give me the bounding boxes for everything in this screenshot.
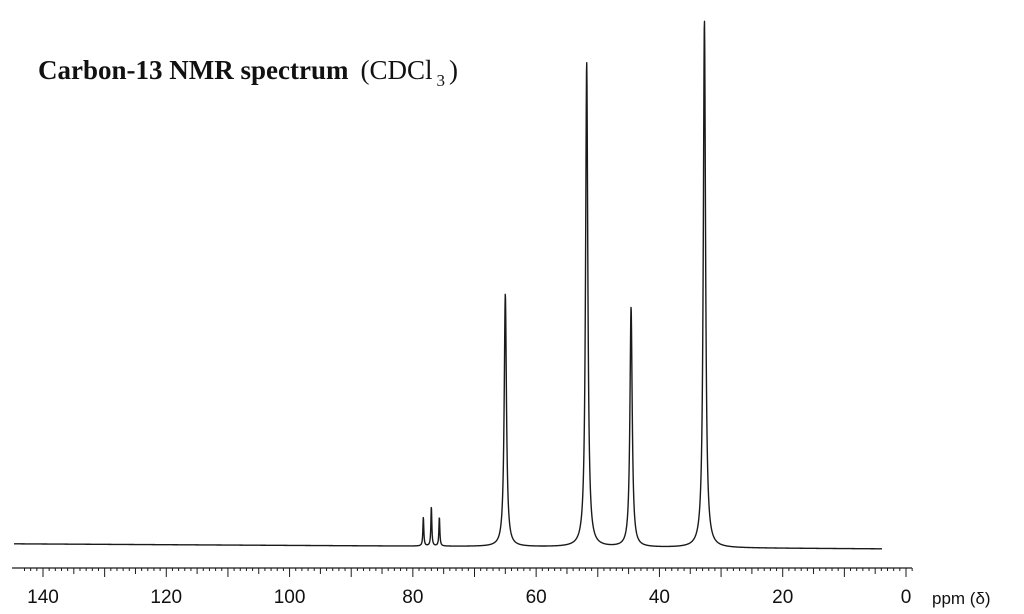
peak-markers bbox=[422, 19, 705, 518]
spectrum-trace bbox=[13, 20, 883, 550]
chart-title-solvent-suffix: ) bbox=[449, 55, 458, 85]
x-axis-tick-label: 100 bbox=[274, 587, 306, 608]
x-axis-tick-label: 80 bbox=[402, 587, 423, 608]
x-axis-tick-labels: 140 120 100 80 60 40 20 0 bbox=[27, 587, 911, 608]
x-axis-tick-label: 140 bbox=[27, 587, 59, 608]
chart-title-solvent: (CDCl bbox=[360, 55, 432, 85]
x-axis-tick-label: 40 bbox=[649, 587, 670, 608]
x-axis bbox=[12, 567, 913, 577]
x-axis-tick-label: 120 bbox=[150, 587, 182, 608]
x-axis-tick-label: 20 bbox=[772, 587, 793, 608]
x-axis-tick-label: 0 bbox=[901, 587, 912, 608]
x-axis-label: ppm (δ) bbox=[932, 589, 991, 608]
x-axis-tick-label: 60 bbox=[526, 587, 547, 608]
chart-title-solvent-subscript: 3 bbox=[436, 71, 445, 90]
chart-title: Carbon-13 NMR spectrum (CDCl 3 ) bbox=[38, 55, 458, 90]
chart-title-main: Carbon-13 NMR spectrum bbox=[38, 55, 349, 85]
